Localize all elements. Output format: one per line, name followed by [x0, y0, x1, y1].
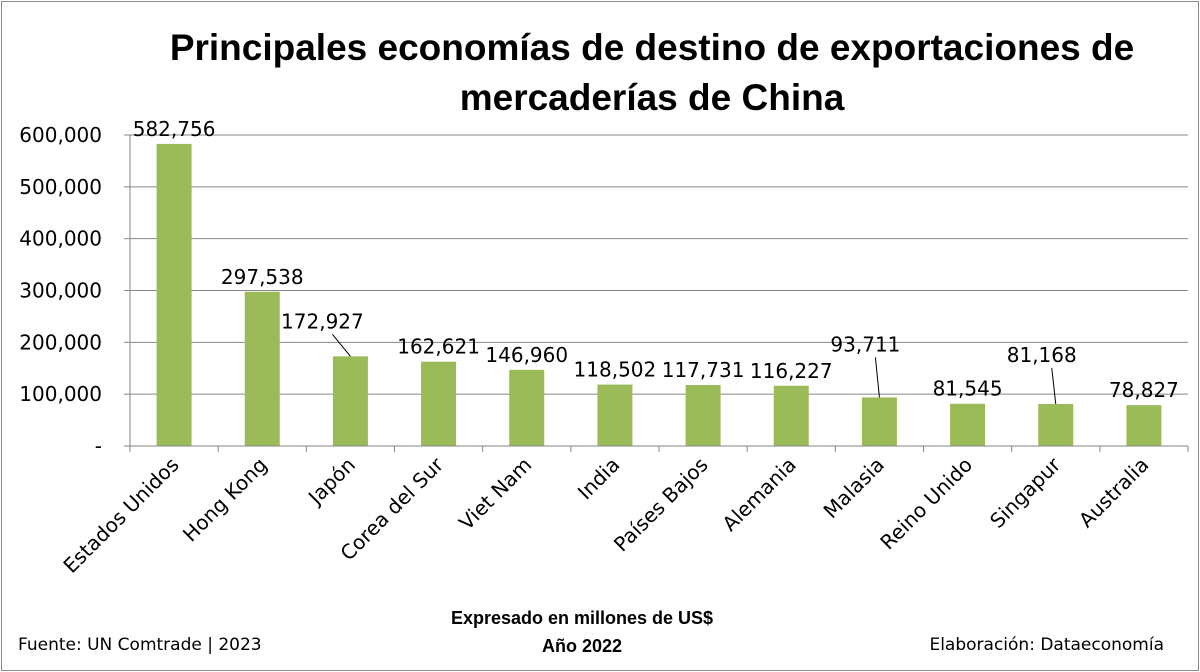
data-label-leader [874, 357, 880, 398]
y-tick-label: 600,000 [19, 123, 102, 147]
y-tick-label: - [95, 434, 102, 458]
x-category-label: Malasia [819, 453, 889, 523]
gridlines [130, 134, 1188, 395]
x-category-label: Japón [302, 453, 360, 511]
units-note: Expresado en millones de US$ [451, 608, 713, 628]
x-category-label: Singapur [985, 452, 1066, 533]
data-label: 172,927 [281, 309, 364, 333]
x-category-label: Estados Unidos [58, 453, 183, 578]
bar [685, 384, 721, 446]
bar [1126, 405, 1162, 446]
source-note: Fuente: UN Comtrade | 2023 [18, 635, 262, 655]
y-tick-label: 300,000 [19, 279, 102, 303]
x-category-label: Hong Kong [178, 453, 272, 547]
bar [1038, 403, 1074, 446]
data-label-leader [332, 334, 351, 357]
credit-note: Elaboración: Dataeconomía [929, 635, 1164, 655]
data-label: 117,731 [662, 358, 745, 382]
y-tick-label: 500,000 [19, 175, 102, 199]
chart-title-line-1: Principales economías de destino de expo… [170, 27, 1134, 68]
y-tick-label: 200,000 [19, 330, 102, 354]
x-category-label: India [573, 453, 625, 505]
x-category-label: Australia [1074, 453, 1154, 533]
bar [509, 369, 545, 446]
axes [124, 134, 1189, 452]
data-label: 93,711 [830, 332, 900, 356]
bar [332, 356, 368, 446]
bar [950, 403, 986, 446]
year-note: Año 2022 [542, 636, 622, 656]
data-label: 78,827 [1109, 378, 1179, 402]
data-label: 297,538 [221, 265, 304, 289]
bars [156, 143, 1162, 446]
x-category-label: Viet Nam [454, 453, 536, 535]
chart-title-line-2: mercaderías de China [460, 77, 845, 118]
data-label: 81,545 [933, 377, 1003, 401]
data-label: 116,227 [750, 359, 833, 383]
bar [421, 361, 457, 446]
data-label: 582,756 [133, 117, 216, 141]
bar [156, 143, 192, 446]
data-label: 162,621 [397, 335, 480, 359]
x-category-label: Alemania [718, 453, 801, 536]
x-category-label: Reino Unido [875, 453, 977, 555]
bar [244, 291, 280, 446]
data-label: 146,960 [485, 343, 568, 367]
y-tick-label: 400,000 [19, 227, 102, 251]
bar [773, 385, 809, 446]
data-label: 118,502 [574, 358, 657, 382]
x-category-label: Países Bajos [609, 453, 713, 557]
y-tick-label: 100,000 [19, 382, 102, 406]
y-tick-labels: - 100,000 200,000 300,000 400,000 500,000 600,… [19, 123, 102, 458]
data-labels: 582,756 297,538 172,927 162,621 146,960118,5… [133, 117, 1179, 404]
data-label-leader [1051, 367, 1057, 404]
bar [597, 384, 633, 446]
data-label: 81,168 [1007, 343, 1077, 367]
bar [861, 397, 897, 446]
